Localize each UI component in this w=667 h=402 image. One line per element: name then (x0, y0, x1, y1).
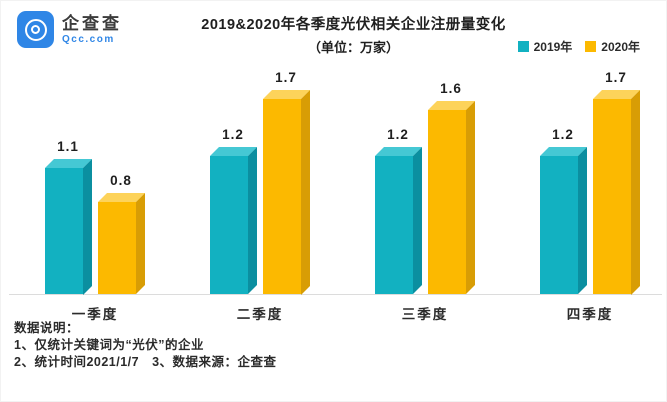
bar-2019-q1: 1.1 (45, 139, 83, 294)
footer-note-1: 1、仅统计关键词为“光伏”的企业 (14, 338, 204, 352)
bar-group-q1: 1.1 0.8 一季度 (45, 57, 145, 322)
logo-ring-outer (24, 18, 47, 41)
legend-swatch-2019 (517, 41, 529, 52)
category-label-q4: 四季度 (566, 307, 614, 322)
bars-q3: 1.2 1.6 (375, 81, 475, 294)
bars-q4: 1.2 1.7 (540, 70, 640, 294)
bar-value-label: 1.6 (440, 81, 462, 96)
bar-2019-q3: 1.2 (375, 127, 413, 294)
chart-title: 2019&2020年各季度光伏相关企业注册量变化 (201, 17, 506, 33)
bar-2019-q4: 1.2 (540, 127, 578, 294)
category-label-q1: 一季度 (71, 307, 119, 322)
bar-2020-q4: 1.7 (593, 70, 631, 294)
bars-q2: 1.2 1.7 (210, 70, 310, 294)
bar-value-label: 1.7 (275, 69, 297, 85)
bar-value-label: 0.8 (110, 173, 132, 188)
bar-value-label: 1.2 (387, 127, 409, 142)
bar-value-label: 1.1 (57, 138, 79, 154)
bar-2020-q3: 1.6 (428, 81, 466, 294)
legend: 2019年 2020年 (517, 38, 640, 55)
logo-ring-inner (31, 25, 40, 34)
bar-value-label: 1.2 (552, 127, 574, 142)
bar-2020-q2: 1.7 (263, 70, 301, 294)
logo-text: 企查查 Qcc.com (62, 15, 122, 45)
legend-item-2019: 2019年 (517, 38, 573, 55)
chart-subtitle: （单位：万家） (307, 40, 399, 55)
bar-2020-q1: 0.8 (98, 173, 136, 294)
brand-logo: 企查查 Qcc.com (17, 11, 122, 48)
chart-area: 1.1 0.8 一季度 1.2 1.7 二季度 1.2 1.6 三季度 1.2 1.7 四季度 (1, 57, 666, 325)
bar-value-label: 1.7 (605, 69, 627, 85)
title-block: 2019&2020年各季度光伏相关企业注册量变化 （单位：万家） (41, 13, 666, 56)
bar-group-q3: 1.2 1.6 三季度 (375, 57, 475, 322)
category-label-q3: 三季度 (401, 307, 449, 322)
bar-2019-q2: 1.2 (210, 127, 248, 294)
legend-item-2020: 2020年 (585, 38, 640, 55)
legend-label-2019: 2019年 (533, 40, 573, 54)
bar-groups: 1.1 0.8 一季度 1.2 1.7 二季度 1.2 1.6 三季度 1.2 1.7 四季度 (1, 57, 666, 322)
bar-value-label: 1.2 (222, 127, 244, 142)
brand-domain: Qcc.com (62, 33, 115, 45)
legend-label-2020: 2020年 (601, 40, 640, 54)
bars-q1: 1.1 0.8 (45, 139, 145, 294)
footer-heading: 数据说明： (14, 321, 80, 335)
category-label-q2: 二季度 (236, 307, 284, 322)
qcc-logo-icon (17, 11, 54, 48)
footer-note-2: 2、统计时间2021/1/7 3、数据来源：企查查 (14, 355, 277, 369)
footer-notes: 数据说明： 1、仅统计关键词为“光伏”的企业 2、统计时间2021/1/7 3、… (14, 320, 277, 371)
legend-swatch-2020 (585, 41, 597, 52)
bar-group-q2: 1.2 1.7 二季度 (210, 57, 310, 322)
brand-name: 企查查 (62, 13, 122, 33)
x-axis-line (9, 294, 662, 295)
bar-group-q4: 1.2 1.7 四季度 (540, 57, 640, 322)
